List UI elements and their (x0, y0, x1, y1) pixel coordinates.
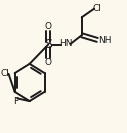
Text: O: O (45, 58, 52, 67)
Text: O: O (45, 22, 52, 32)
Text: S: S (44, 38, 52, 51)
Text: NH: NH (98, 36, 111, 45)
Text: Cl: Cl (92, 4, 101, 13)
Text: Cl: Cl (0, 69, 9, 78)
Text: F: F (13, 97, 19, 106)
Text: HN: HN (59, 39, 72, 48)
